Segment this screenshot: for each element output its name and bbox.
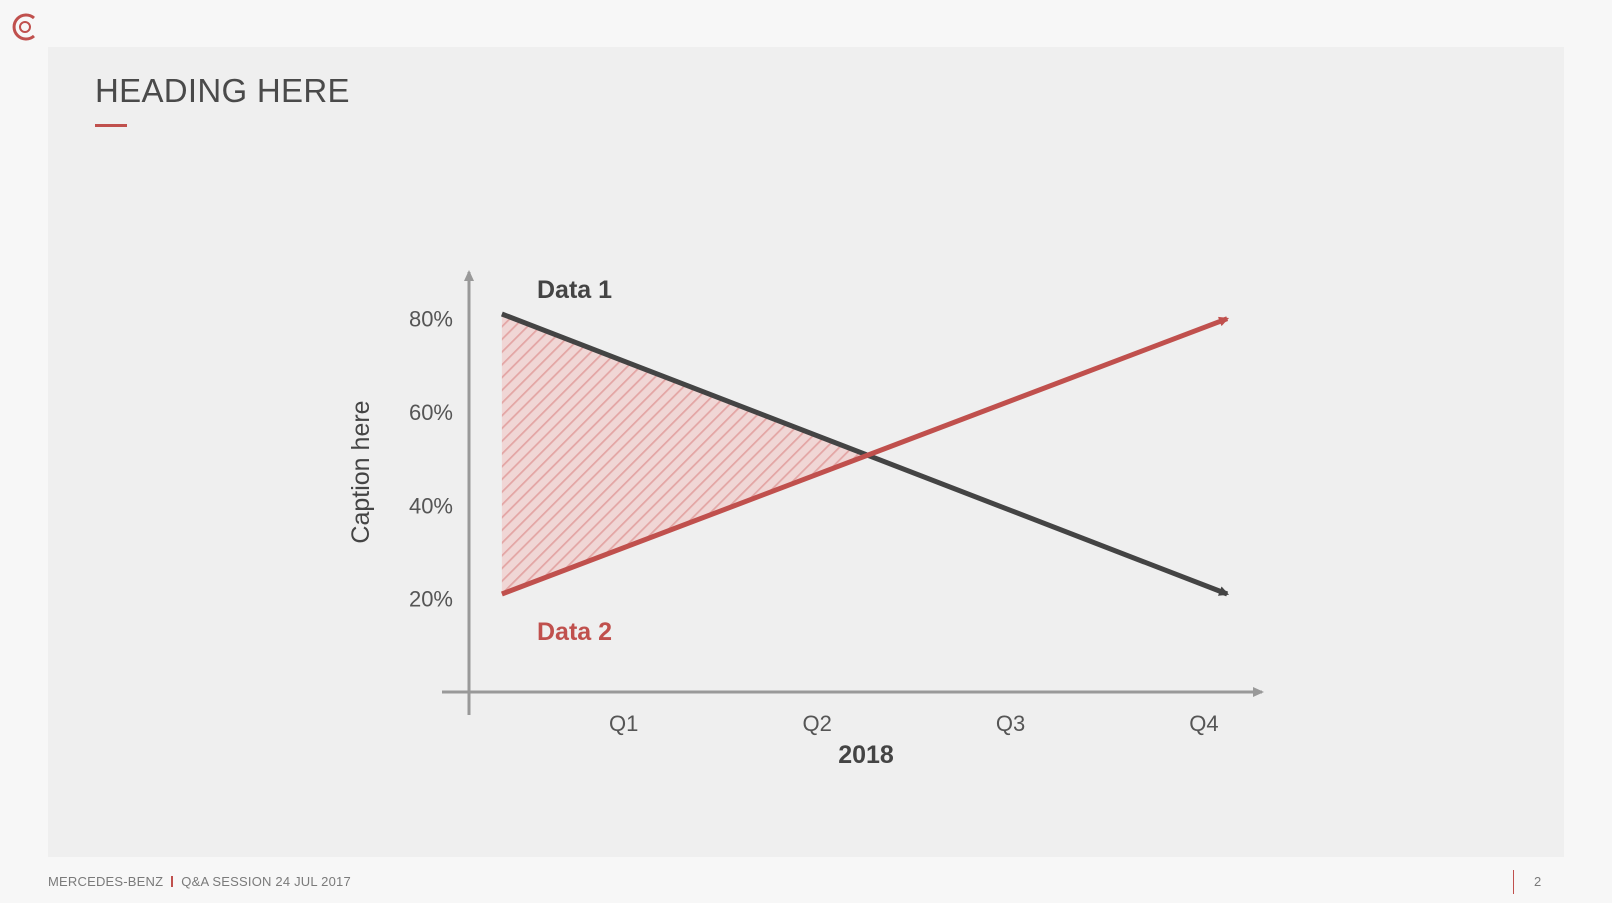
page-number: 2: [1534, 874, 1542, 889]
y-tick-label: 40%: [409, 493, 453, 518]
y-tick-label: 20%: [409, 587, 453, 612]
heading-underline: [95, 124, 127, 127]
y-tick-label: 80%: [409, 307, 453, 332]
footer-company: MERCEDES-BENZ: [48, 874, 164, 889]
company-logo-icon: [12, 13, 35, 41]
x-tick-label: Q3: [996, 711, 1025, 736]
footer-session: Q&A SESSION 24 JUL 2017: [181, 874, 351, 889]
x-axis-label: 2018: [838, 741, 894, 769]
x-tick-label: Q1: [609, 711, 638, 736]
page-title: HEADING HERE: [95, 72, 350, 109]
series-line-data-2: [500, 316, 1230, 597]
shaded-difference-area: [501, 314, 868, 594]
series-label-data-1: Data 1: [537, 276, 612, 304]
footer-separator: [171, 876, 174, 887]
footer: MERCEDES-BENZ Q&A SESSION 24 JUL 2017: [48, 874, 351, 889]
page-number-separator: [1513, 870, 1514, 894]
y-tick-label: 60%: [409, 400, 453, 425]
x-tick-label: Q2: [802, 711, 831, 736]
y-axis-label: Caption here: [347, 400, 375, 543]
x-tick-label: Q4: [1189, 711, 1218, 736]
series-label-data-2: Data 2: [537, 618, 612, 646]
